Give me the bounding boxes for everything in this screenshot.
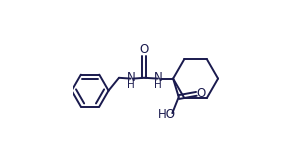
Text: H: H <box>154 80 162 90</box>
Text: O: O <box>196 87 205 100</box>
Text: H: H <box>127 80 135 90</box>
Text: O: O <box>140 43 149 56</box>
Text: HO: HO <box>158 108 176 121</box>
Text: N: N <box>154 71 163 84</box>
Text: N: N <box>127 71 135 84</box>
